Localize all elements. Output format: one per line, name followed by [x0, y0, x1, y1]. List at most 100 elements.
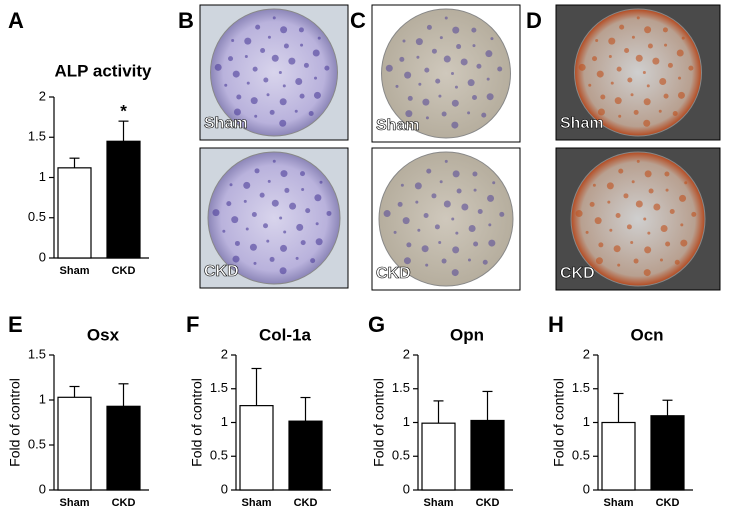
- stain-spot: [452, 246, 460, 254]
- stain-spot: [486, 93, 494, 101]
- stain-spot: [393, 230, 397, 234]
- y-tick-label: 0: [583, 481, 590, 496]
- well: [381, 8, 511, 139]
- stain-spot: [283, 230, 287, 234]
- stain-spot: [647, 231, 651, 235]
- stain-spot: [588, 83, 592, 87]
- stain-spot: [595, 257, 603, 265]
- stain-spot: [284, 187, 290, 193]
- stain-spot: [279, 119, 287, 127]
- stain-spot: [434, 224, 440, 230]
- y-tick-label: 0: [403, 481, 410, 496]
- stain-spot: [607, 200, 611, 204]
- stain-spot: [271, 199, 279, 207]
- image-caption: CKD: [204, 263, 239, 280]
- y-tick-label: 1: [403, 414, 410, 429]
- stain-spot: [243, 199, 247, 203]
- y-tick-label: 1.5: [572, 380, 590, 395]
- stain-spot: [300, 240, 306, 246]
- stain-spot: [658, 109, 662, 113]
- y-tick-label: 0.5: [572, 448, 590, 463]
- bar: [421, 422, 456, 491]
- stain-spot: [610, 81, 614, 85]
- stain-spot: [653, 203, 661, 211]
- stain-spot: [492, 181, 496, 185]
- stain-spot: [456, 44, 462, 50]
- stain-spot: [280, 26, 288, 34]
- stain-spot: [660, 225, 668, 233]
- y-tick-label: 2: [221, 346, 228, 361]
- stain-spot: [681, 36, 685, 40]
- stain-spot: [594, 217, 602, 225]
- stain-spot: [236, 94, 242, 100]
- stain-spot: [443, 200, 451, 208]
- stain-spot: [232, 70, 240, 78]
- stain-spot: [609, 228, 613, 232]
- stain-spot: [383, 210, 391, 218]
- bar: [106, 405, 141, 491]
- stain-spot: [472, 171, 478, 177]
- y-tick-label: 1: [221, 414, 228, 429]
- stain-spot: [595, 38, 599, 42]
- stain-spot: [407, 95, 413, 101]
- stain-spot: [263, 77, 269, 83]
- chart-title: Col-1a: [259, 325, 312, 344]
- stain-spot: [418, 82, 422, 86]
- stain-spot: [600, 94, 606, 100]
- annotation: *: [120, 102, 127, 121]
- bar: [57, 167, 92, 259]
- stain-spot: [672, 110, 678, 116]
- panel-letter: F: [186, 312, 199, 337]
- x-tick-label: Sham: [60, 265, 90, 277]
- stain-spot: [267, 179, 271, 183]
- stain-spot: [664, 43, 668, 47]
- stain-spot: [488, 223, 492, 227]
- stain-spot: [490, 37, 494, 41]
- bar: [106, 140, 141, 259]
- stain-spot: [633, 258, 639, 264]
- y-tick-label: 2: [403, 346, 410, 361]
- y-tick-label: 1: [583, 414, 590, 429]
- stain-spot: [280, 244, 288, 252]
- stain-spot: [415, 200, 419, 204]
- stain-spot: [667, 62, 673, 68]
- stain-spot: [423, 212, 429, 218]
- y-tick-label: 0.5: [28, 436, 46, 451]
- stain-spot: [422, 98, 430, 106]
- x-tick-label: CKD: [656, 497, 680, 509]
- stain-spot: [468, 225, 476, 233]
- y-axis-label: Fold of control: [7, 378, 23, 467]
- stain-spot: [259, 192, 265, 198]
- stain-spot: [652, 57, 660, 65]
- stain-spot: [310, 258, 316, 264]
- stain-spot: [315, 238, 323, 246]
- y-tick-label: 1: [39, 169, 46, 184]
- stain-spot: [403, 257, 411, 265]
- stain-spot: [626, 224, 632, 230]
- stain-spot: [452, 170, 460, 178]
- stain-spot: [451, 269, 459, 277]
- stain-spot: [244, 37, 252, 45]
- stain-spot: [575, 210, 583, 218]
- stain-spot: [319, 180, 323, 184]
- stain-spot: [263, 223, 269, 229]
- stain-spot: [426, 24, 432, 30]
- stain-spot: [664, 171, 670, 177]
- stain-spot: [232, 255, 240, 263]
- stain-spot: [246, 81, 250, 85]
- panel-letter: D: [526, 8, 542, 33]
- stain-spot: [608, 37, 616, 45]
- bar: [601, 421, 636, 491]
- stain-spot: [301, 188, 305, 192]
- stain-spot: [443, 55, 451, 63]
- stain-spot: [231, 216, 239, 224]
- panel-letter: A: [8, 8, 24, 33]
- stain-spot: [659, 258, 663, 262]
- stain-spot: [460, 58, 468, 66]
- panel-letter: B: [178, 8, 194, 33]
- stain-spot: [279, 98, 287, 106]
- stain-spot: [455, 231, 459, 235]
- stain-spot: [298, 27, 304, 33]
- stain-spot: [471, 27, 477, 33]
